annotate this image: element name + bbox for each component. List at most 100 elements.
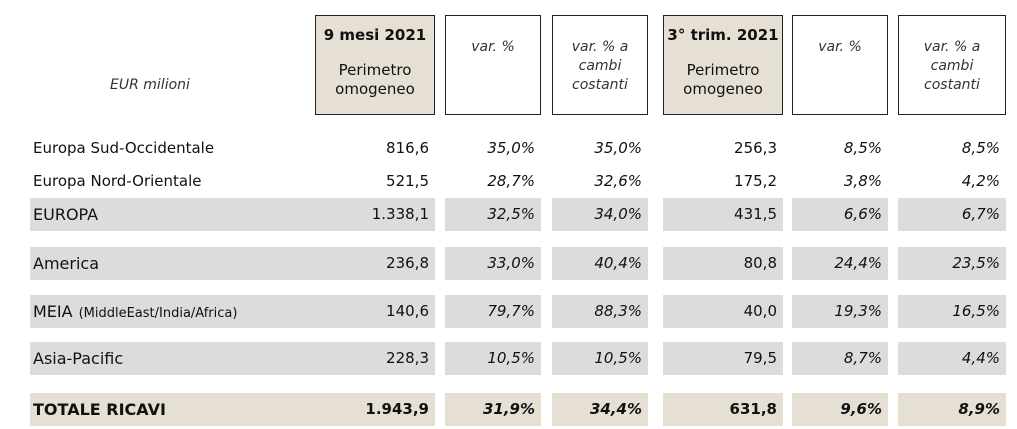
cell-value: 1.338,1 xyxy=(371,205,429,223)
header-title: 3° trim. 2021 xyxy=(667,26,779,44)
row-label: Europa Sud-Occidentale xyxy=(33,132,214,165)
cell-value: 236,8 xyxy=(386,254,429,272)
header-line: costanti xyxy=(924,77,980,93)
row-band xyxy=(898,393,1006,426)
cell-value: 19,3% xyxy=(834,302,882,320)
row-band xyxy=(663,295,783,328)
cell-value: 8,5% xyxy=(961,139,1000,157)
cell-value: 24,4% xyxy=(834,254,882,272)
cell-value: 16,5% xyxy=(952,302,1000,320)
cell-value: 521,5 xyxy=(386,172,429,190)
header-lines: var. % xyxy=(793,38,887,57)
cell-value: 9,6% xyxy=(840,400,882,418)
row-band xyxy=(898,198,1006,231)
row-band xyxy=(30,198,435,231)
row-band xyxy=(792,247,888,280)
label-text: TOTALE RICAVI xyxy=(33,400,166,419)
cell-value: 256,3 xyxy=(734,139,777,157)
row-band xyxy=(445,247,541,280)
cell-value: 79,7% xyxy=(487,302,535,320)
header-lines: var. % a cambi costanti xyxy=(899,38,1005,95)
cell-value: 8,5% xyxy=(843,139,882,157)
row-band xyxy=(792,342,888,375)
cell-value: 10,5% xyxy=(594,349,642,367)
row-band xyxy=(792,295,888,328)
cell-value: 3,8% xyxy=(843,172,882,190)
cell-value: 23,5% xyxy=(952,254,1000,272)
row-band xyxy=(663,393,783,426)
cell-value: 8,7% xyxy=(843,349,882,367)
row-label: Asia-Pacific xyxy=(33,342,123,375)
cell-value: 6,7% xyxy=(961,205,1000,223)
header-line: Perimetro xyxy=(686,61,760,79)
cell-value: 33,0% xyxy=(487,254,535,272)
row-band xyxy=(663,198,783,231)
label-text: MEIA xyxy=(33,302,73,321)
row-label: America xyxy=(33,247,99,280)
cell-value: 34,0% xyxy=(594,205,642,223)
cell-value: 32,5% xyxy=(487,205,535,223)
header-line: omogeneo xyxy=(683,80,763,98)
cell-value: 31,9% xyxy=(482,400,535,418)
header-line: cambi xyxy=(578,58,622,74)
cell-value: 80,8 xyxy=(743,254,777,272)
row-band xyxy=(552,247,648,280)
row-band xyxy=(445,393,541,426)
header-line: omogeneo xyxy=(335,80,415,98)
cell-value: 79,5 xyxy=(743,349,777,367)
label-text: Asia-Pacific xyxy=(33,349,124,368)
row-band xyxy=(445,342,541,375)
cell-value: 6,6% xyxy=(843,205,882,223)
cell-value: 10,5% xyxy=(487,349,535,367)
row-band xyxy=(445,198,541,231)
row-band xyxy=(30,247,435,280)
column-header: 3° trim. 2021 Perimetro omogeneo xyxy=(663,15,783,115)
header-line: Perimetro xyxy=(338,61,412,79)
cell-value: 4,4% xyxy=(961,349,1000,367)
header-line: var. % xyxy=(818,39,862,55)
column-header: var. % xyxy=(792,15,888,115)
cell-value: 140,6 xyxy=(386,302,429,320)
column-header: var. % xyxy=(445,15,541,115)
cell-value: 631,8 xyxy=(729,400,777,418)
column-header: var. % a cambi costanti xyxy=(552,15,648,115)
column-header: var. % a cambi costanti xyxy=(898,15,1006,115)
row-band xyxy=(663,247,783,280)
row-band xyxy=(552,393,648,426)
row-band xyxy=(898,247,1006,280)
row-band xyxy=(663,342,783,375)
label-text: America xyxy=(33,254,99,273)
row-band xyxy=(30,342,435,375)
label-text: EUROPA xyxy=(33,205,99,224)
row-band xyxy=(30,295,435,328)
header-line: costanti xyxy=(572,77,628,93)
cell-value: 32,6% xyxy=(594,172,642,190)
label-text: Europa Sud-Occidentale xyxy=(33,139,215,157)
row-label: EUROPA xyxy=(33,198,98,231)
header-lines: Perimetro omogeneo xyxy=(664,61,782,99)
cell-value: 88,3% xyxy=(594,302,642,320)
row-band xyxy=(30,393,435,426)
cell-value: 28,7% xyxy=(487,172,535,190)
cell-value: 4,2% xyxy=(961,172,1000,190)
cell-value: 8,9% xyxy=(958,400,1000,418)
header-line: var. % xyxy=(471,39,515,55)
unit-label: EUR milioni xyxy=(110,77,190,93)
header-lines: Perimetro omogeneo xyxy=(316,61,434,99)
cell-value: 1.943,9 xyxy=(365,400,429,418)
cell-value: 431,5 xyxy=(734,205,777,223)
cell-value: 35,0% xyxy=(487,139,535,157)
cell-value: 40,4% xyxy=(594,254,642,272)
cell-value: 228,3 xyxy=(386,349,429,367)
label-note: (MiddleEast/India/Africa) xyxy=(78,306,238,321)
row-label: TOTALE RICAVI xyxy=(33,393,166,426)
header-lines: var. % xyxy=(446,38,540,57)
row-band xyxy=(552,198,648,231)
header-title: 9 mesi 2021 xyxy=(323,26,427,44)
header-lines: var. % a cambi costanti xyxy=(553,38,647,95)
row-label: MEIA (MiddleEast/India/Africa) xyxy=(33,295,237,328)
row-label: Europa Nord-Orientale xyxy=(33,165,201,198)
cell-value: 816,6 xyxy=(386,139,429,157)
header-line: var. % a xyxy=(571,39,629,55)
